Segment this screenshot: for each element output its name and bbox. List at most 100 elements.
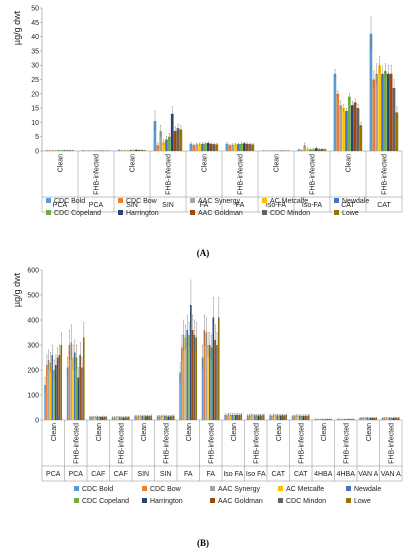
legend-label: Lowe [342,210,359,217]
bar [387,418,389,420]
legend-label: AAC Goldman [198,210,243,217]
bar [394,417,396,420]
bar [201,357,204,420]
bar [227,414,230,420]
bar [126,417,128,420]
bar [198,144,201,151]
legend-swatch [210,498,215,503]
bar [262,415,265,420]
bar [100,417,102,420]
x-compound-label: PCA [53,202,68,209]
bar [278,415,280,420]
bar [295,415,297,420]
bar [312,149,315,151]
bar [141,416,144,420]
x-compound-label: 4HBA [337,471,356,478]
bar [283,415,286,420]
legend-label: CDC Copeland [82,498,129,505]
legend-swatch [278,498,283,503]
bar [323,149,327,151]
bar [184,337,187,420]
y-tick-label: 200 [27,368,39,375]
bar [140,150,144,151]
bar [156,416,159,420]
bar [280,415,282,420]
x-compound-label: SIN [126,202,138,209]
bar [306,148,309,151]
legend-swatch [142,498,147,503]
bar [381,73,384,151]
bar [176,128,180,151]
bar [205,332,207,420]
y-tick-label: 40 [31,34,39,41]
bar [146,416,149,420]
x-compound-label: SIN [160,471,172,478]
x-compound-label: Iso FA [246,471,266,478]
x-condition-label: Clean [346,154,353,172]
y-tick-label: 600 [27,268,39,275]
legend-label: CDC Bow [150,486,182,493]
bar [190,305,192,420]
bar [217,317,220,420]
bar [160,416,162,420]
y-tick-label: 300 [27,343,39,350]
bar [320,148,324,151]
bar [212,144,216,151]
y-tick-label: 0 [35,418,39,425]
bar [47,360,50,420]
bar [370,418,372,420]
bar [186,330,189,420]
bar [171,416,173,420]
y-axis-title: µg/g dwt [12,272,22,307]
bar [103,417,106,420]
bar [165,416,168,420]
bar [368,418,370,420]
bar [242,143,246,151]
legend-label: AC Metcalfe [270,198,308,205]
bar [134,416,136,420]
y-tick-label: 45 [31,20,39,27]
bar [293,416,296,420]
bar [51,355,54,420]
x-compound-label: CAT [377,202,391,209]
x-condition-label: Clean [96,423,103,441]
bar [300,416,303,420]
bar [300,150,304,151]
panel-label: (B) [197,538,209,548]
bar [336,419,339,420]
bar [188,335,190,420]
bar [317,419,320,420]
bar [167,416,170,420]
legend-swatch [346,498,351,503]
bar [389,73,393,151]
bar [298,415,301,420]
bar [274,415,277,420]
panel-label: (A) [197,248,210,258]
bar [58,355,61,420]
x-condition-label: Clean [321,423,328,441]
bar [162,416,164,420]
bar [179,372,181,420]
bar [353,102,357,151]
bar [173,130,177,151]
bar [333,73,337,151]
bar [81,367,83,420]
bar [208,345,211,420]
bar [245,143,249,151]
bar [396,418,398,420]
bar [209,143,213,151]
bar [323,419,325,420]
y-tick-label: 35 [31,48,39,55]
bar [115,417,117,420]
bar [191,330,194,420]
bar [326,419,329,420]
bar [139,416,142,420]
bar [237,144,240,151]
bar [46,365,48,420]
bar [72,357,74,420]
bar [386,73,390,151]
bar [352,419,355,420]
bar [94,417,97,420]
bar [234,144,237,151]
bar [137,150,141,151]
